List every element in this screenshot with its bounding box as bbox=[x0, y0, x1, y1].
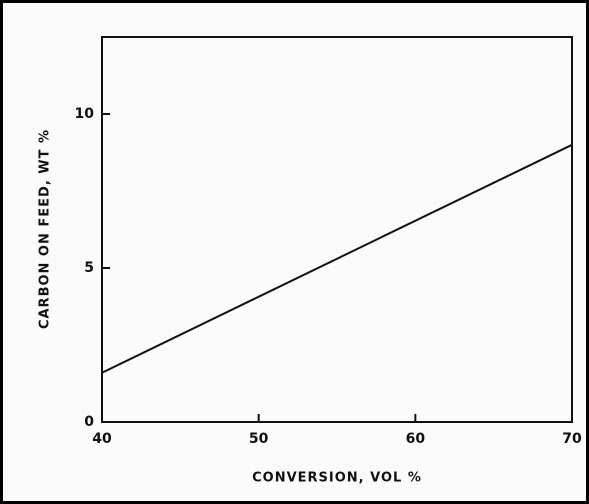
x-tick-label: 50 bbox=[249, 431, 269, 447]
y-axis-title: CARBON ON FEED, WT % bbox=[38, 129, 53, 329]
x-axis-title: CONVERSION, VOL % bbox=[252, 471, 422, 486]
y-tick-label: 0 bbox=[84, 414, 94, 430]
x-tick-label: 40 bbox=[92, 431, 112, 447]
x-tick-label: 60 bbox=[406, 431, 426, 447]
x-tick-label: 70 bbox=[562, 431, 582, 447]
y-tick-label: 10 bbox=[75, 106, 95, 122]
line bbox=[101, 143, 573, 374]
plot-area bbox=[101, 36, 573, 423]
y-tick-label: 5 bbox=[84, 260, 94, 276]
